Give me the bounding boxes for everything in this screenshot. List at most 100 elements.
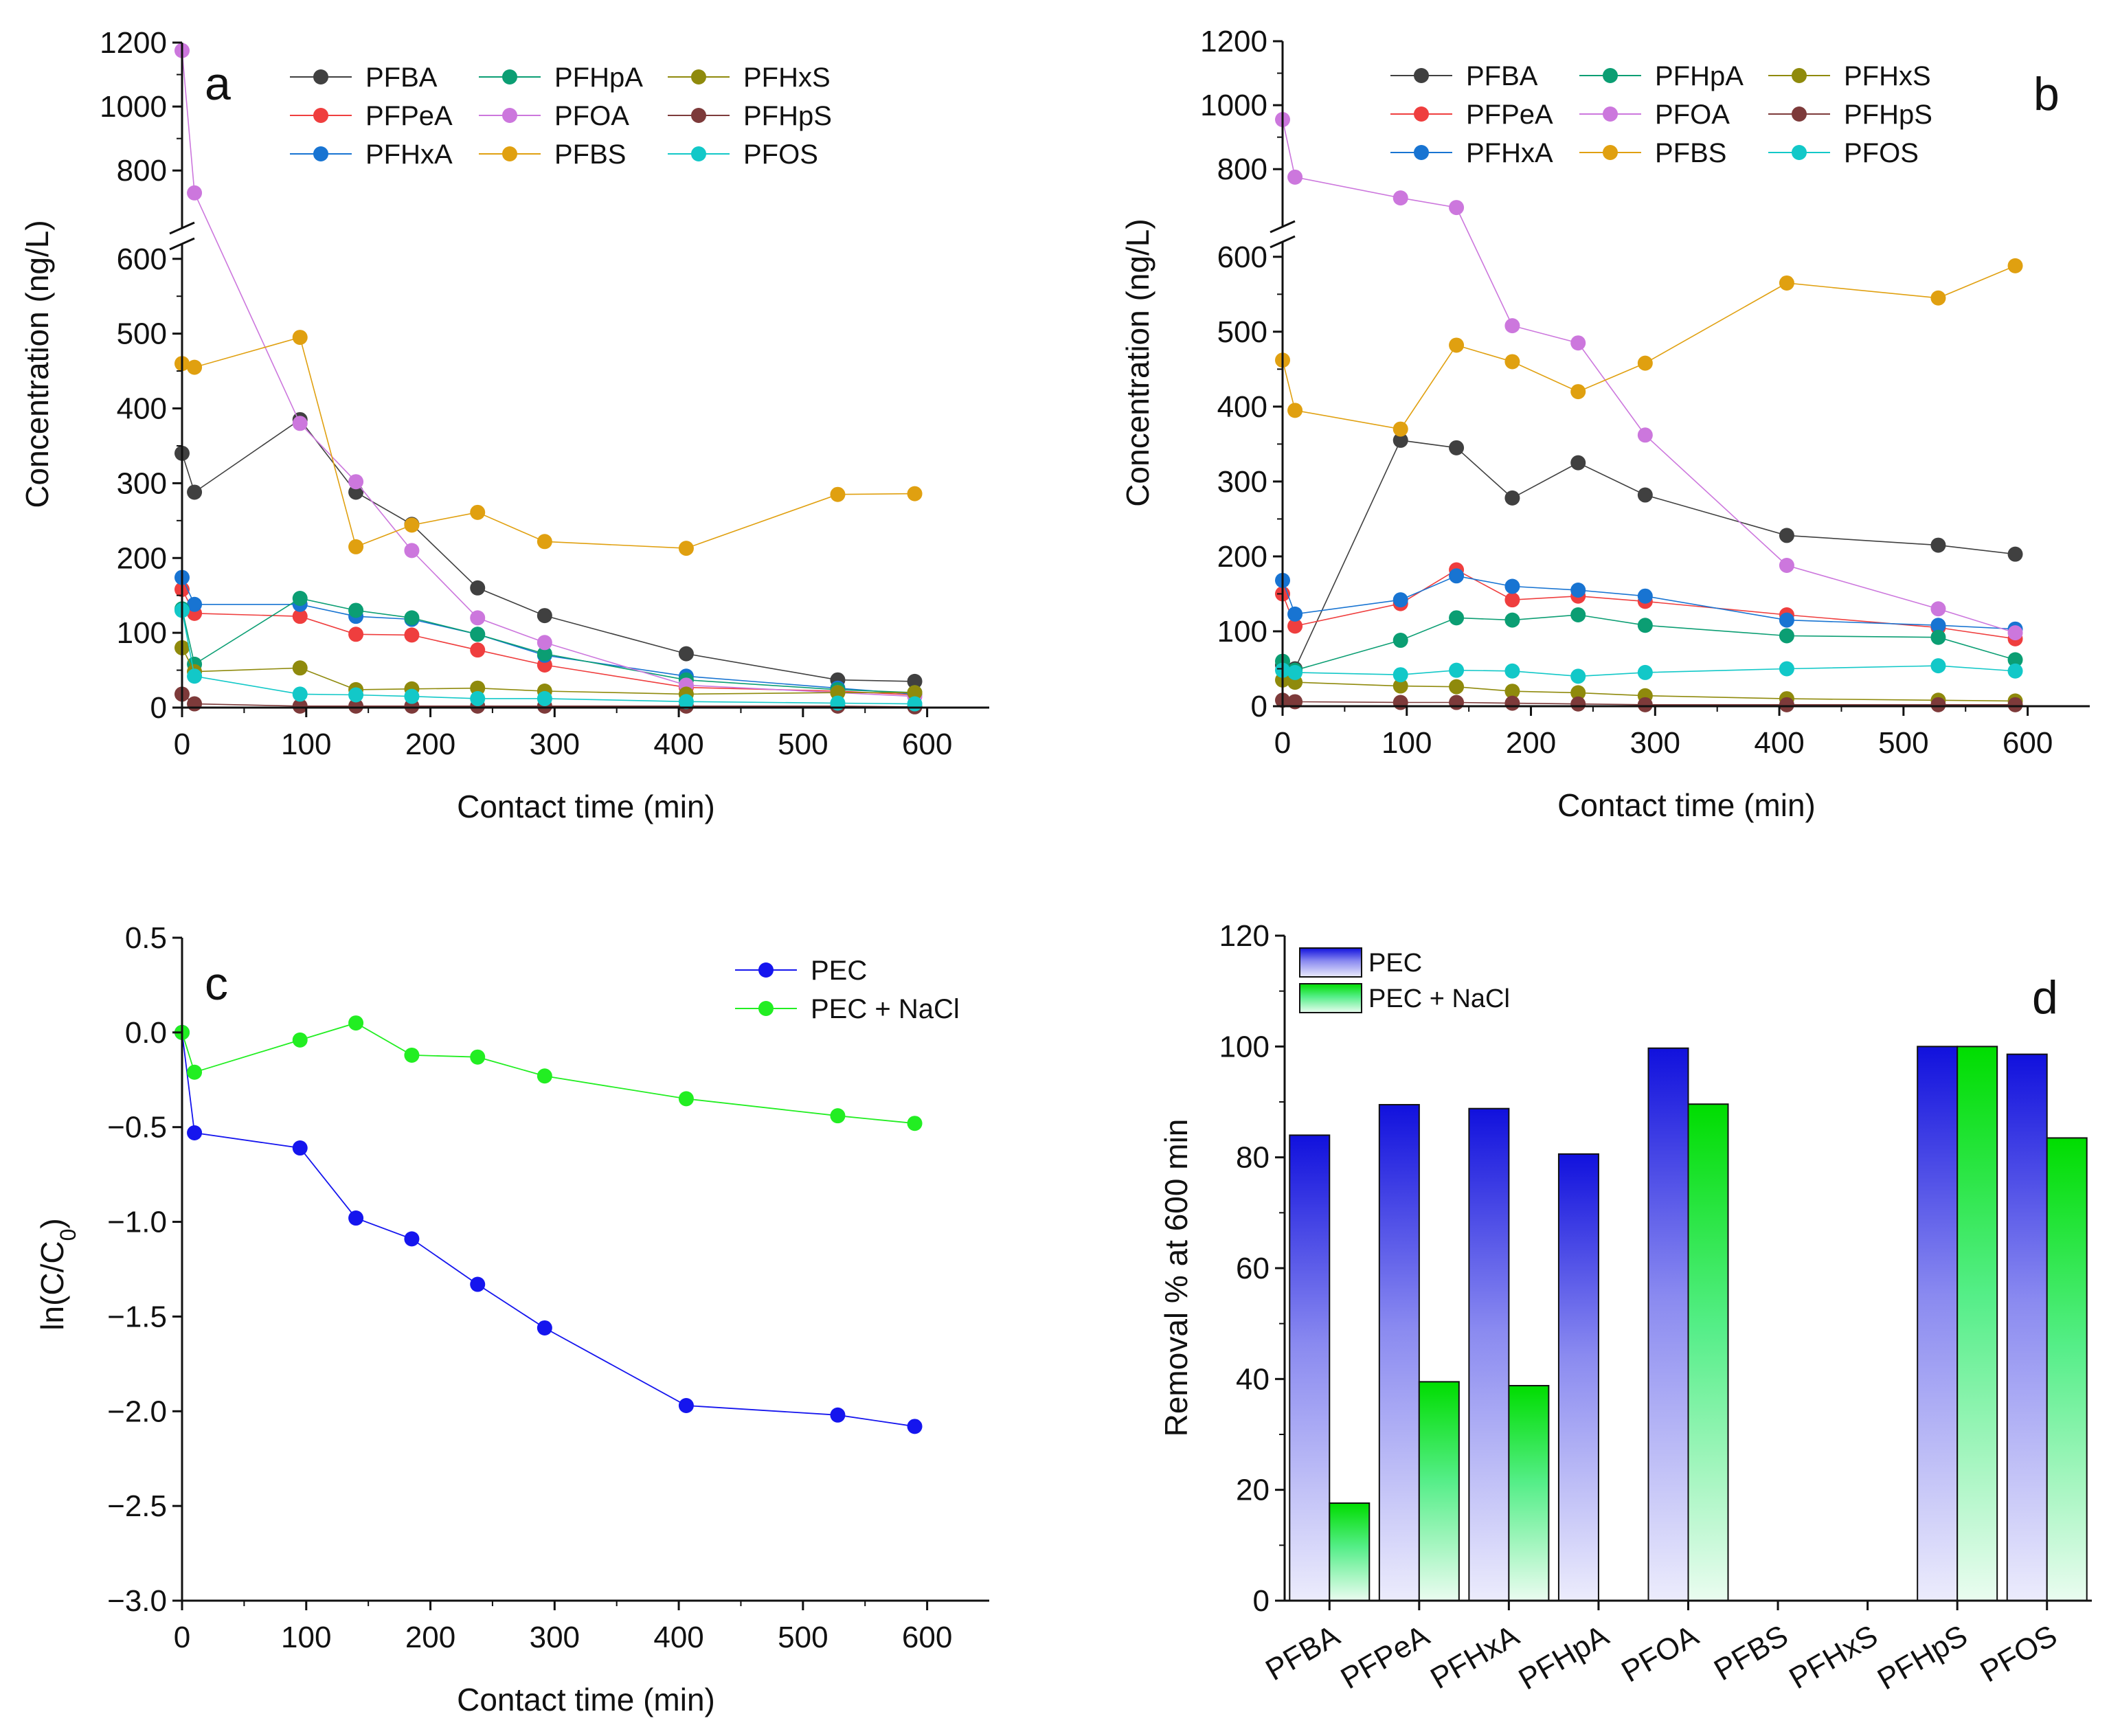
panel-d-letter: d	[2032, 971, 2058, 1024]
panel-a-legend-marker-pfba	[313, 69, 328, 84]
panel-c-point-pec	[907, 1419, 923, 1434]
panel-b-point-pfba	[1570, 455, 1586, 471]
panel-b-axis-break-mark	[1270, 235, 1296, 249]
panel-a-y-axis-label: Concentration (ng/L)	[19, 220, 55, 508]
panel-b-point-pfhxs	[1570, 685, 1586, 701]
panel-b-point-pfba	[1637, 487, 1653, 503]
panel-a-y-tick-label: 200	[117, 541, 167, 575]
panel-b-point-pfhxs	[1392, 678, 1408, 694]
panel-a-y-tick-label: 500	[117, 317, 167, 351]
panel-b-point-pfbs	[1287, 403, 1303, 418]
panel-b-y-tick-label: 500	[1217, 315, 1267, 349]
panel-a-point-pfbs	[470, 504, 486, 520]
panel-b-legend-marker-pfpea	[1414, 106, 1429, 122]
panel-b-point-pfos	[1637, 664, 1653, 680]
panel-d-bar-pec-pfpea	[1378, 1104, 1420, 1601]
panel-c-x-tick-label: 400	[653, 1621, 703, 1654]
panel-c-x-tick-label: 200	[405, 1621, 455, 1654]
panel-a-x-tick-label: 100	[281, 728, 331, 761]
panel-a-point-pfos	[187, 668, 203, 684]
panel-b-point-pfbs	[1504, 354, 1520, 370]
panel-b-y-axis-label: Concentration (ng/L)	[1120, 218, 1155, 506]
panel-d-y-tick-label: 20	[1236, 1474, 1270, 1507]
panel-a-series-line-pfbs	[181, 337, 915, 549]
panel-a-point-pfhpa	[537, 646, 552, 662]
panel-b-point-pfoa	[1779, 558, 1794, 574]
panel-b-series-line-pfhxa	[1282, 575, 2016, 630]
panel-b-point-pfbs	[1392, 421, 1408, 437]
panel-d-plot-area	[1289, 1046, 2088, 1602]
panel-d-y-tick-label: 0	[1253, 1584, 1270, 1618]
panel-a-point-pfbs	[292, 330, 308, 346]
panel-b-point-pfoa	[1504, 318, 1520, 334]
panel-d-x-tick-label: PFHxA	[1425, 1619, 1525, 1695]
panel-b-y-tick-label: 800	[1217, 153, 1267, 186]
panel-d-y-tick-label: 40	[1236, 1362, 1270, 1396]
panel-c-point-pec-nacl	[678, 1091, 694, 1107]
panel-c-x-axis-label: Contact time (min)	[457, 1682, 715, 1717]
panel-c-series-line-pec-nacl	[181, 1022, 915, 1125]
panel-b-point-pfhps	[1637, 697, 1653, 712]
panel-d-x-tick-label: PFOA	[1616, 1619, 1704, 1689]
panel-b-y-tick-label: 0	[1251, 690, 1267, 723]
panel-d-y-tick-label: 60	[1236, 1252, 1270, 1285]
panel-a-point-pfos	[537, 690, 552, 706]
panel-b-point-pfba	[1930, 537, 1946, 553]
panel-a-point-pfhxa	[187, 596, 203, 612]
panel-b-x-tick-label: 300	[1630, 726, 1680, 760]
panel-b-point-pfhpa	[1779, 628, 1794, 644]
panel-c-axes: 0 100 200 300 400 500 600 0.5 0.0 −0.5 −1.0 −1.5 −2.…	[107, 921, 989, 1654]
panel-b-point-pfhxa	[1637, 588, 1653, 604]
panel-d-bar-pec-pfba	[1289, 1134, 1331, 1601]
panel-b-chart: 0 100 200 300 400 500 600 0 100 200 300 400 500 600 80…	[1120, 25, 2090, 823]
panel-b-y-tick-label: 600	[1217, 240, 1267, 274]
panel-c-legend-marker-pec-nacl	[758, 1001, 774, 1016]
panel-a-series-line-pfos	[181, 610, 915, 705]
panel-b-x-tick-label: 500	[1878, 726, 1928, 760]
panel-b-point-pfos	[2007, 663, 2023, 679]
panel-b-point-pfhps	[1449, 695, 1465, 710]
panel-b-point-pfos	[1930, 658, 1946, 674]
panel-a-legend-marker-pfbs	[502, 146, 517, 161]
panel-b-point-pfhxs	[1504, 684, 1520, 699]
panel-b-legend: PFBA PFPeA PFHxA PFHpA PFOA PFBS PFHxS PFHpS PFO…	[1390, 61, 1932, 168]
panel-d-bar-pec-pfhps	[1917, 1046, 1959, 1602]
panel-b-point-pfpea	[1287, 618, 1303, 634]
panel-a-y-tick-label: 400	[117, 392, 167, 426]
panel-b-legend-marker-pfos	[1792, 145, 1807, 160]
panel-a-point-pfpea	[404, 627, 420, 643]
panel-c-y-axis-label: ln(C/C0)	[34, 1218, 80, 1330]
panel-a-series-line-pfhxs	[181, 647, 915, 695]
panel-a-legend-marker-pfoa	[502, 108, 517, 123]
panel-c-y-tick-label: −2.5	[107, 1489, 167, 1523]
panel-b-series-line-pfoa	[1282, 119, 2016, 633]
panel-b-legend-marker-pfhps	[1792, 106, 1807, 122]
panel-a-point-pfoa	[537, 635, 552, 651]
panel-d-y-tick-label: 120	[1219, 919, 1270, 953]
panel-a-legend-label-pfos: PFOS	[743, 139, 818, 170]
panel-b-point-pfbs	[1779, 275, 1794, 291]
panel-b-point-pfhpa	[1449, 610, 1465, 626]
panel-a-point-pfbs	[537, 534, 552, 550]
panel-c-x-tick-label: 100	[281, 1621, 331, 1654]
panel-a-axis-break-mark	[169, 221, 195, 235]
panel-c-legend-marker-pec	[758, 962, 774, 978]
panel-a-point-pfpea	[470, 642, 486, 658]
panel-d-bar-pec-nacl-pfba	[1329, 1502, 1371, 1601]
panel-a-point-pfba	[907, 673, 923, 689]
panel-a-x-tick-label: 600	[902, 728, 952, 761]
panel-b-axis-break-mark	[1270, 220, 1296, 234]
panel-b-point-pfba	[1779, 528, 1794, 543]
panel-b-y-tick-label: 400	[1217, 390, 1267, 424]
panel-b-legend-label-pfhxs: PFHxS	[1844, 61, 1931, 91]
panel-c-y-tick-label: −2.0	[107, 1395, 167, 1428]
panel-b-point-pfhpa	[1570, 607, 1586, 622]
panel-b-point-pfos	[1779, 661, 1794, 677]
panel-a-y-tick-label: 1200	[100, 26, 167, 60]
panel-b-point-pfbs	[1449, 337, 1465, 353]
panel-d-x-tick-label: PFHpS	[1872, 1619, 1973, 1696]
panel-b-legend-marker-pfhpa	[1603, 68, 1618, 83]
panel-c-point-pec-nacl	[187, 1064, 203, 1080]
panel-b-point-pfhxa	[1570, 583, 1586, 598]
panel-a-point-pfhps	[187, 696, 203, 712]
